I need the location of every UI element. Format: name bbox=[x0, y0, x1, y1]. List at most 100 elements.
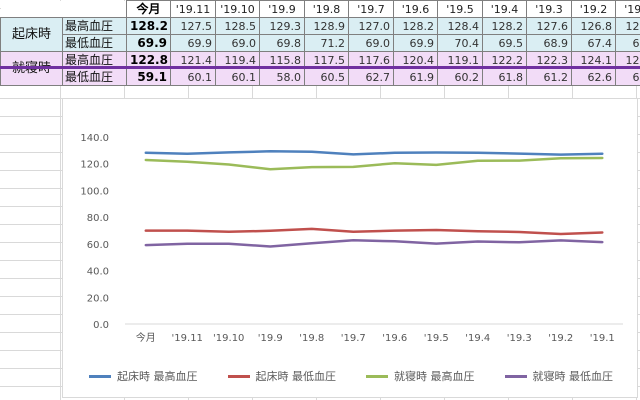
value-cell[interactable]: 61.8 bbox=[482, 68, 527, 86]
x-tick-label: '19.3 bbox=[507, 333, 532, 344]
value-cell[interactable]: 68.9 bbox=[526, 34, 572, 52]
group-label-wake[interactable]: 起床時 bbox=[0, 17, 63, 52]
value-cell[interactable]: 62.6 bbox=[571, 68, 616, 86]
column-header[interactable]: '19.4 bbox=[482, 0, 527, 18]
x-tick-label: '19.1 bbox=[590, 333, 615, 344]
table-row: 起床時 最高血圧 128.2 127.5 128.5 129.3 128.9 1… bbox=[0, 17, 640, 52]
value-cell[interactable]: 127.5 bbox=[615, 17, 640, 35]
value-cell[interactable]: 119.1 bbox=[437, 51, 483, 69]
value-cell[interactable]: 127.5 bbox=[170, 17, 216, 35]
value-cell[interactable]: 122.8 bbox=[126, 51, 171, 69]
y-tick-label: 0.0 bbox=[93, 320, 109, 331]
y-tick-label: 120.0 bbox=[80, 160, 109, 171]
value-cell[interactable]: 69.0 bbox=[215, 34, 260, 52]
value-cell[interactable]: 128.2 bbox=[393, 17, 438, 35]
column-header[interactable]: '19.6 bbox=[393, 0, 438, 18]
value-cell[interactable]: 67.4 bbox=[571, 34, 616, 52]
value-cell[interactable]: 69.5 bbox=[482, 34, 527, 52]
corner-cell bbox=[0, 0, 127, 18]
x-tick-label: '19.4 bbox=[465, 333, 490, 344]
value-cell[interactable]: 58.0 bbox=[259, 68, 305, 86]
column-header[interactable]: '19.8 bbox=[304, 0, 349, 18]
value-cell[interactable]: 126.8 bbox=[571, 17, 616, 35]
y-tick-label: 140.0 bbox=[80, 133, 109, 144]
legend-swatch bbox=[89, 374, 111, 378]
x-tick-label: '19.9 bbox=[258, 333, 283, 344]
value-cell[interactable]: 128.2 bbox=[126, 17, 171, 35]
column-header[interactable]: '19.2 bbox=[571, 0, 616, 18]
value-cell[interactable]: 128.5 bbox=[215, 17, 260, 35]
legend-swatch bbox=[227, 374, 250, 378]
table-row: 就寝時 最高血圧 122.8 121.4 119.4 115.8 117.5 1… bbox=[0, 51, 640, 86]
legend-label: 起床時 最低血圧 bbox=[255, 370, 337, 383]
legend-item[interactable]: 就寝時 最高血圧 bbox=[366, 368, 475, 384]
column-header[interactable]: '19.5 bbox=[437, 0, 483, 18]
series-line bbox=[144, 156, 604, 171]
column-header[interactable]: '19.11 bbox=[170, 0, 216, 18]
y-tick-label: 80.0 bbox=[87, 213, 109, 224]
value-cell[interactable]: 69.0 bbox=[348, 34, 394, 52]
value-cell[interactable]: 60.1 bbox=[170, 68, 216, 86]
value-cell[interactable]: 121.4 bbox=[170, 51, 216, 69]
value-cell[interactable]: 120.4 bbox=[393, 51, 438, 69]
x-tick-label: '19.7 bbox=[341, 333, 366, 344]
column-header[interactable]: 今月 bbox=[126, 0, 171, 18]
value-cell[interactable]: 128.4 bbox=[437, 17, 483, 35]
line-chart[interactable]: 0.0 20.0 40.0 60.0 80.0 100.0 120.0 140.0 今月 '19.… bbox=[62, 98, 638, 398]
row-label[interactable]: 最低血圧 bbox=[62, 34, 127, 52]
x-tick-label: '19.6 bbox=[382, 333, 407, 344]
column-header[interactable]: '19.10 bbox=[215, 0, 260, 18]
value-cell[interactable]: 69.9 bbox=[170, 34, 216, 52]
table-bottom-border bbox=[0, 66, 640, 69]
x-tick-label: '19.8 bbox=[299, 333, 324, 344]
legend-item[interactable]: 起床時 最高血圧 bbox=[89, 368, 198, 384]
value-cell[interactable]: 127.0 bbox=[348, 17, 394, 35]
value-cell[interactable]: 71.2 bbox=[304, 34, 349, 52]
value-cell[interactable]: 129.3 bbox=[259, 17, 305, 35]
series-line bbox=[144, 239, 604, 248]
legend-label: 起床時 最高血圧 bbox=[117, 370, 198, 383]
x-tick-label: '19.10 bbox=[213, 333, 244, 344]
value-cell[interactable]: 60.2 bbox=[437, 68, 483, 86]
value-cell[interactable]: 61.2 bbox=[526, 68, 572, 86]
row-label[interactable]: 最高血圧 bbox=[62, 51, 127, 69]
x-tick-label: 今月 bbox=[136, 331, 156, 344]
value-cell[interactable]: 62.7 bbox=[348, 68, 394, 86]
column-header[interactable]: '19.1 bbox=[615, 0, 640, 18]
chart-legend: 起床時 最高血圧 起床時 最低血圧 就寝時 最高血圧 就寝時 最低血圧 bbox=[63, 367, 639, 385]
column-header[interactable]: '19.7 bbox=[348, 0, 394, 18]
chart-canvas: 0.0 20.0 40.0 60.0 80.0 100.0 120.0 140.0 今月 '19.… bbox=[80, 133, 623, 344]
y-tick-label: 20.0 bbox=[87, 293, 109, 304]
value-cell[interactable]: 117.5 bbox=[304, 51, 349, 69]
x-tick-label: '19.2 bbox=[548, 333, 573, 344]
y-tick-label: 40.0 bbox=[87, 267, 109, 278]
value-cell[interactable]: 60.1 bbox=[215, 68, 260, 86]
y-tick-label: 100.0 bbox=[80, 186, 109, 197]
value-cell[interactable]: 61.9 bbox=[393, 68, 438, 86]
value-cell[interactable]: 128.2 bbox=[482, 17, 527, 35]
blood-pressure-table: 今月 '19.11 '19.10 '19.9 '19.8 '19.7 '19.6… bbox=[0, 0, 640, 86]
value-cell[interactable]: 60.5 bbox=[304, 68, 349, 86]
column-header[interactable]: '19.3 bbox=[526, 0, 572, 18]
value-cell[interactable]: 115.8 bbox=[259, 51, 305, 69]
table-row: 最低血圧 69.9 69.9 69.0 69.8 71.2 69.0 69.9 … bbox=[1, 34, 640, 52]
value-cell[interactable]: 69.8 bbox=[259, 34, 305, 52]
value-cell[interactable]: 70.4 bbox=[437, 34, 483, 52]
legend-item[interactable]: 起床時 最低血圧 bbox=[227, 368, 337, 384]
value-cell[interactable]: 128.9 bbox=[304, 17, 349, 35]
series-line bbox=[144, 227, 604, 236]
row-label[interactable]: 最低血圧 bbox=[62, 68, 127, 86]
value-cell[interactable]: 69.9 bbox=[126, 34, 171, 52]
value-cell[interactable]: 122.2 bbox=[482, 51, 527, 69]
series-line bbox=[144, 150, 604, 156]
value-cell[interactable]: 59.1 bbox=[126, 68, 171, 86]
value-cell[interactable]: 69.9 bbox=[393, 34, 438, 52]
value-cell[interactable]: 117.6 bbox=[348, 51, 394, 69]
value-cell[interactable]: 61.3 bbox=[615, 68, 640, 86]
column-header[interactable]: '19.9 bbox=[259, 0, 305, 18]
row-label[interactable]: 最高血圧 bbox=[62, 17, 127, 35]
value-cell[interactable]: 127.6 bbox=[526, 17, 572, 35]
value-cell[interactable]: 68.5 bbox=[615, 34, 640, 52]
legend-item[interactable]: 就寝時 最低血圧 bbox=[504, 368, 613, 384]
value-cell[interactable]: 124.3 bbox=[615, 51, 640, 69]
